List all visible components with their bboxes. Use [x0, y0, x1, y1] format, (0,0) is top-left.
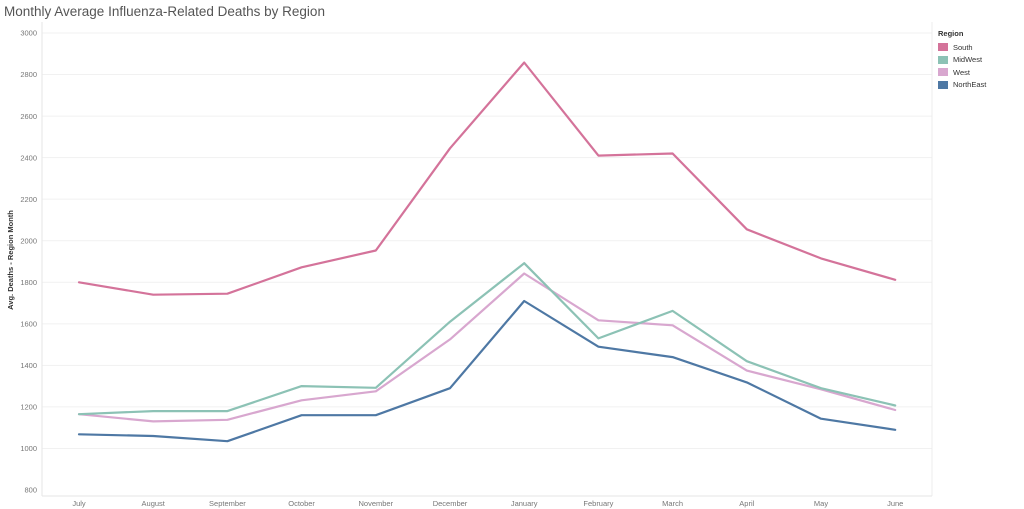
x-tick-label: February [583, 499, 613, 508]
x-tick-label: August [142, 499, 166, 508]
y-tick-label: 2400 [20, 153, 37, 162]
legend-item-midwest: MidWest [938, 54, 986, 67]
x-tick-label: January [511, 499, 538, 508]
y-tick-label: 2000 [20, 236, 37, 245]
series-line-west [77, 272, 897, 423]
legend-item-south: South [938, 41, 986, 54]
y-tick-label: 1000 [20, 444, 37, 453]
y-tick-label: 2200 [20, 195, 37, 204]
legend: Region South MidWest West NorthEast [938, 29, 986, 91]
x-tick-label: April [739, 499, 754, 508]
chart-title: Monthly Average Influenza-Related Deaths… [4, 4, 325, 19]
x-tick-label: March [662, 499, 683, 508]
y-tick-label: 2800 [20, 70, 37, 79]
x-tick-label: September [209, 499, 246, 508]
x-tick-label: November [358, 499, 393, 508]
legend-swatch [938, 80, 948, 89]
y-tick-label: 1600 [20, 320, 37, 329]
y-tick-label: 1400 [20, 361, 37, 370]
legend-swatch [938, 68, 948, 77]
series-line-midwest [77, 262, 897, 416]
y-axis-label: Avg. Deaths - Region Month [6, 210, 15, 310]
y-tick-label: 800 [24, 486, 37, 495]
x-tick-label: May [814, 499, 828, 508]
legend-swatch [938, 55, 948, 64]
legend-item-west: West [938, 66, 986, 79]
y-tick-label: 2600 [20, 112, 37, 121]
legend-swatch [938, 43, 948, 52]
legend-label: South [953, 42, 973, 52]
x-tick-label: July [72, 499, 86, 508]
x-tick-label: December [433, 499, 468, 508]
legend-label: West [953, 67, 970, 77]
y-tick-label: 1200 [20, 403, 37, 412]
y-tick-label: 3000 [20, 29, 37, 38]
legend-item-northeast: NorthEast [938, 79, 986, 92]
legend-title: Region [938, 29, 964, 38]
x-tick-label: June [887, 499, 903, 508]
series-line-south [77, 61, 897, 296]
x-tick-label: October [288, 499, 315, 508]
legend-label: MidWest [953, 55, 983, 65]
legend-label: NorthEast [953, 80, 987, 90]
series-line-northeast [77, 299, 897, 443]
y-tick-label: 1800 [20, 278, 37, 287]
